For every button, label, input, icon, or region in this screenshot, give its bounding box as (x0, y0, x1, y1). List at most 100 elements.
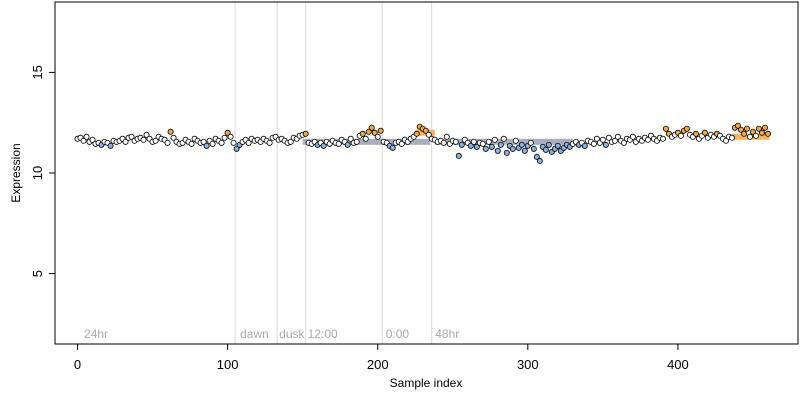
data-point-180 (614, 133, 621, 140)
data-points (74, 122, 771, 164)
data-point-122 (440, 139, 447, 146)
data-point-169 (581, 142, 588, 149)
data-point-145 (509, 145, 516, 152)
data-point-128 (458, 141, 465, 148)
y-tick-label-0: 5 (30, 270, 45, 277)
data-point-2 (80, 137, 87, 144)
data-point-32 (170, 134, 177, 141)
data-point-136 (482, 145, 489, 152)
data-point-51 (227, 133, 234, 140)
data-point-223 (743, 125, 750, 132)
data-point-127 (455, 152, 462, 159)
data-point-228 (758, 129, 765, 136)
x-axis-title: Sample index (390, 376, 463, 390)
data-point-23 (143, 131, 150, 138)
data-point-76 (302, 130, 309, 137)
data-point-26 (152, 137, 159, 144)
data-point-108 (398, 140, 405, 147)
data-point-209 (701, 129, 708, 136)
phase-label-5: 48hr (435, 327, 459, 341)
data-point-138 (488, 143, 495, 150)
phase-label-2: dusk (279, 327, 305, 341)
plot-frame (54, 1, 799, 345)
y-tick-label-2: 15 (30, 65, 45, 79)
data-point-93 (353, 138, 360, 145)
data-point-222 (740, 130, 747, 137)
data-point-11 (107, 142, 114, 149)
x-tick-label-2: 200 (367, 357, 389, 372)
data-point-100 (374, 133, 381, 140)
data-point-216 (722, 137, 729, 144)
phase-label-1: dawn (240, 327, 269, 341)
data-point-30 (164, 139, 171, 146)
data-point-43 (203, 142, 210, 149)
data-point-31 (167, 128, 174, 135)
data-point-220 (734, 122, 741, 129)
data-point-123 (443, 133, 450, 140)
data-point-5 (89, 136, 96, 143)
y-axis-title: Expression (9, 143, 23, 202)
x-tick-label-3: 300 (517, 357, 539, 372)
data-point-221 (737, 126, 744, 133)
data-point-105 (389, 144, 396, 151)
data-point-175 (599, 136, 606, 143)
phase-lines (234, 2, 433, 344)
data-point-176 (602, 141, 609, 148)
data-point-113 (413, 130, 420, 137)
data-point-57 (245, 139, 252, 146)
y-tick-label-1: 10 (30, 166, 45, 180)
data-point-152 (530, 145, 537, 152)
data-point-227 (755, 125, 762, 132)
data-point-131 (467, 142, 474, 149)
data-point-179 (611, 137, 618, 144)
phase-label-0: 24hr (84, 327, 108, 341)
data-point-151 (527, 139, 534, 146)
data-point-38 (188, 140, 195, 147)
data-point-173 (593, 135, 600, 142)
data-point-117 (425, 131, 432, 138)
segment-bar-2 (434, 138, 573, 145)
data-point-135 (479, 140, 486, 147)
data-point-149 (521, 147, 528, 154)
data-point-53 (233, 145, 240, 152)
data-point-177 (605, 134, 612, 141)
data-point-22 (140, 136, 147, 143)
data-point-225 (749, 128, 756, 135)
data-point-172 (590, 140, 597, 147)
data-point-116 (422, 127, 429, 134)
data-point-226 (752, 132, 759, 139)
x-tick-label-1: 100 (217, 357, 239, 372)
data-point-101 (377, 127, 384, 134)
data-point-48 (218, 139, 225, 146)
data-point-71 (287, 138, 294, 145)
data-point-190 (644, 136, 651, 143)
data-point-201 (677, 132, 684, 139)
data-point-185 (629, 133, 636, 140)
data-point-3 (83, 133, 90, 140)
data-point-126 (452, 138, 459, 145)
data-point-90 (344, 141, 351, 148)
data-point-45 (209, 140, 216, 147)
data-point-156 (542, 146, 549, 153)
data-point-229 (761, 124, 768, 131)
data-point-195 (659, 135, 666, 142)
data-point-203 (683, 125, 690, 132)
data-point-52 (230, 139, 237, 146)
data-point-224 (746, 133, 753, 140)
data-point-140 (494, 147, 501, 154)
data-point-64 (266, 139, 273, 146)
data-point-218 (728, 134, 735, 141)
data-point-96 (362, 135, 369, 142)
segment-bar-0 (302, 138, 431, 145)
data-point-148 (518, 141, 525, 148)
data-point-153 (533, 153, 540, 160)
data-point-87 (335, 140, 342, 147)
data-point-18 (128, 133, 135, 140)
data-point-50 (224, 129, 231, 136)
data-point-16 (122, 138, 129, 145)
data-point-182 (620, 139, 627, 146)
phase-labels: 24hr dawn dusk 12:00 0:00 48hr (84, 327, 459, 341)
x-axis: 0 100 200 300 400 (74, 343, 689, 372)
data-point-91 (347, 135, 354, 142)
